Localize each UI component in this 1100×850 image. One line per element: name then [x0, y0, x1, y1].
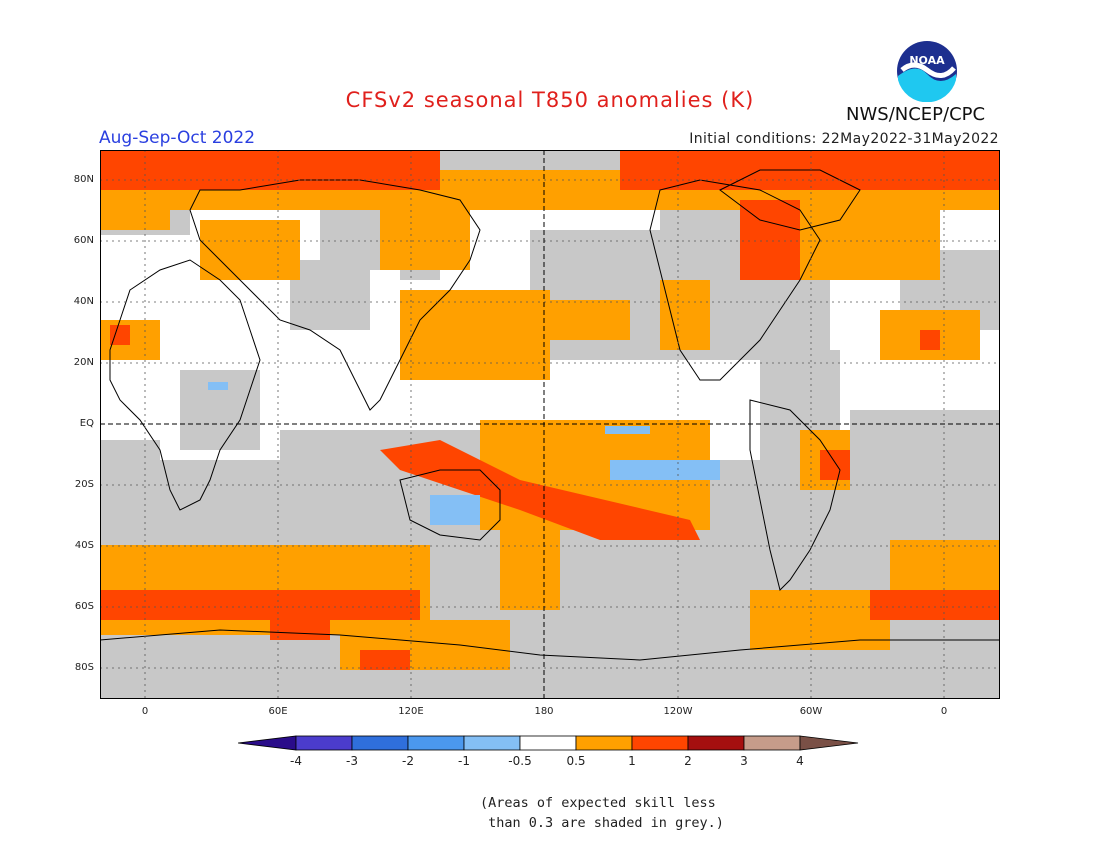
- colorbar-arrow-right: [799, 735, 859, 751]
- noaa-logo: NOAA: [896, 40, 958, 103]
- colorbar-arrow-left: [238, 735, 297, 751]
- equator-dateline: [100, 150, 1000, 699]
- lat-label-eq: EQ: [79, 418, 94, 429]
- lat-label-80s: 80S: [74, 662, 94, 673]
- colorbar-tick-label: -1: [458, 754, 470, 768]
- lat-label-60n: 60N: [73, 235, 94, 246]
- lat-label-20n: 20N: [73, 357, 94, 368]
- colorbar-box-8: [687, 735, 745, 751]
- lat-label-40n: 40N: [73, 296, 94, 307]
- lon-label-60w: 60W: [799, 706, 823, 717]
- anomaly-map: [100, 150, 1000, 699]
- lat-label-60s: 60S: [74, 601, 94, 612]
- lon-label-60e: 60E: [268, 706, 288, 717]
- lon-label-0: 0: [141, 706, 149, 717]
- skill-note-line-2: than 0.3 are shaded in grey.): [480, 815, 724, 831]
- anomaly-1-2-layer: [100, 150, 1000, 670]
- lat-label-40s: 40S: [74, 540, 94, 551]
- gridlines: [100, 150, 1000, 699]
- lat-label-20s: 20S: [74, 479, 94, 490]
- colorbar-tick-label: 4: [796, 754, 804, 768]
- chart-title: CFSv2 seasonal T850 anomalies (K): [345, 88, 755, 112]
- colorbar-tick-label: -4: [290, 754, 302, 768]
- colorbar-tick-label: 2: [684, 754, 692, 768]
- lon-label-0-east: 0: [940, 706, 948, 717]
- colorbar-box-6: [575, 735, 633, 751]
- colorbar-box-4: [463, 735, 521, 751]
- colorbar-box-1: [295, 735, 353, 751]
- skill-note-line-1: (Areas of expected skill less: [480, 795, 716, 811]
- colorbar-tick-label: 1: [628, 754, 636, 768]
- colorbar-tick-label: -3: [346, 754, 358, 768]
- lon-label-120e: 120E: [398, 706, 424, 717]
- colorbar: [238, 735, 859, 751]
- lon-label-180: 180: [534, 706, 554, 717]
- organization-label: NWS/NCEP/CPC: [846, 104, 986, 125]
- anomaly-negative-layer: [208, 382, 720, 525]
- colorbar-box-9: [743, 735, 801, 751]
- colorbar-tick-label: -0.5: [508, 754, 532, 768]
- colorbar-box-7: [631, 735, 689, 751]
- lon-label-120w: 120W: [663, 706, 693, 717]
- noaa-logo-text: NOAA: [909, 54, 945, 67]
- colorbar-tick-label: -2: [402, 754, 414, 768]
- season-label: Aug-Sep-Oct 2022: [99, 128, 256, 148]
- lat-label-80n: 80N: [73, 174, 94, 185]
- colorbar-tick-label: 0.5: [566, 754, 586, 768]
- initial-conditions-label: Initial conditions: 22May2022-31May2022: [689, 131, 999, 147]
- colorbar-box-5: [519, 735, 577, 751]
- colorbar-box-3: [407, 735, 465, 751]
- skill-note: (Areas of expected skill less than 0.3 a…: [480, 793, 724, 833]
- colorbar-tick-label: 3: [740, 754, 748, 768]
- colorbar-box-2: [351, 735, 409, 751]
- coastlines: [100, 169, 1000, 661]
